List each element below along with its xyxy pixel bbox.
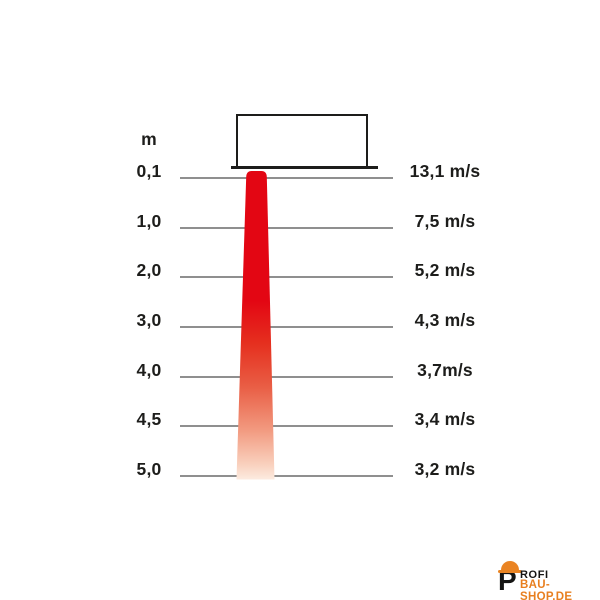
velocity-label: 3,2 m/s xyxy=(414,459,476,479)
scale-line xyxy=(180,326,393,328)
velocity-label: 4,3 m/s xyxy=(414,310,476,330)
distance-label: 2,0 xyxy=(136,260,162,280)
distance-label: 5,0 xyxy=(136,459,162,479)
scale-line xyxy=(180,475,393,477)
logo-text-rofi: ROFI xyxy=(520,569,549,581)
velocity-label: 3,4 m/s xyxy=(414,409,476,429)
distance-label: 4,0 xyxy=(136,360,162,380)
velocity-label: 13,1 m/s xyxy=(409,161,481,181)
distance-label: 1,0 xyxy=(136,211,162,231)
profi-bau-shop-logo: P ROFI BAU-SHOP.DE xyxy=(494,557,594,600)
air-jet-path xyxy=(236,171,275,480)
logo-text-domain: BAU-SHOP.DE xyxy=(520,579,573,600)
heater-device-base-line xyxy=(231,166,378,169)
unit-header-label: m xyxy=(141,129,157,149)
heater-device-outline xyxy=(236,114,368,167)
scale-line xyxy=(180,276,393,278)
scale-line xyxy=(180,425,393,427)
velocity-label: 3,7m/s xyxy=(417,360,473,380)
air-jet-shape xyxy=(236,171,275,480)
distance-label: 0,1 xyxy=(136,161,162,181)
scale-line xyxy=(180,177,393,179)
distance-label: 3,0 xyxy=(136,310,162,330)
velocity-label: 5,2 m/s xyxy=(414,260,476,280)
distance-label: 4,5 xyxy=(136,409,162,429)
hard-hat-icon xyxy=(501,561,519,572)
scale-line xyxy=(180,376,393,378)
velocity-label: 7,5 m/s xyxy=(414,211,476,231)
scale-line xyxy=(180,227,393,229)
hard-hat-brim-icon xyxy=(498,570,522,573)
logo-letter-p: P xyxy=(498,565,517,596)
